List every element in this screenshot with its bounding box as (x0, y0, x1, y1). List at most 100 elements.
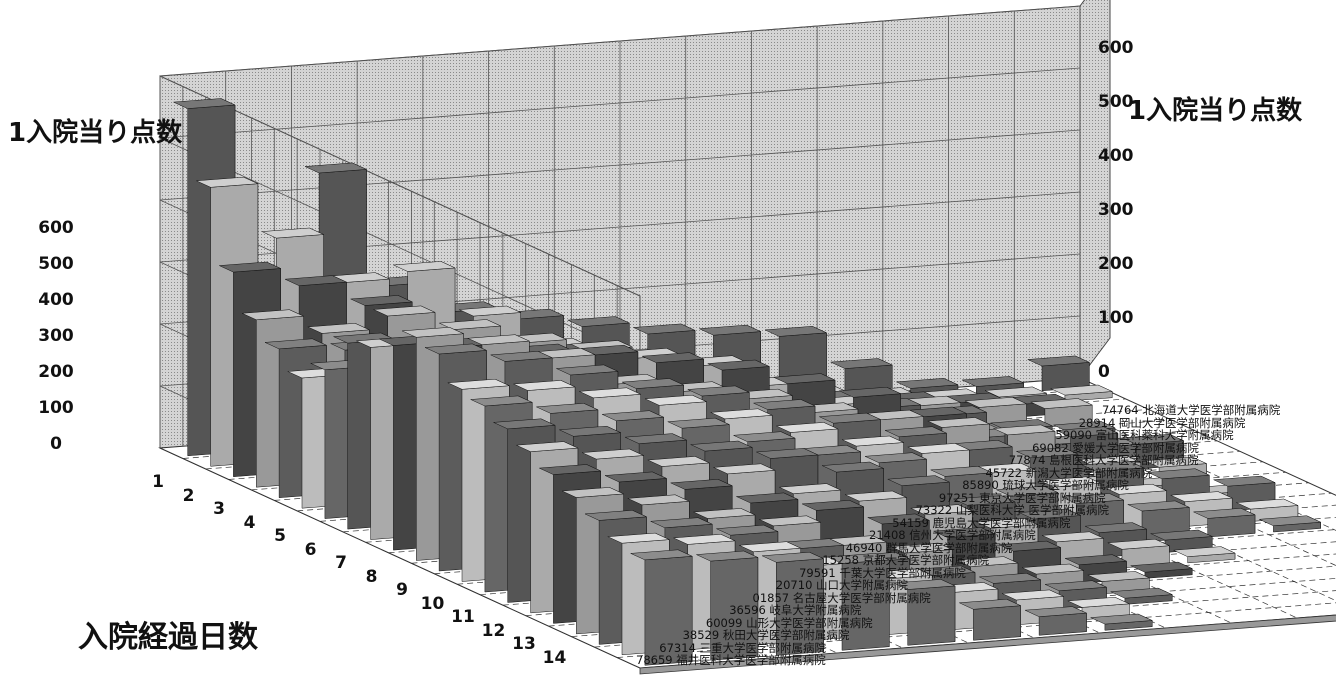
z-tick-right: 400 (1098, 146, 1134, 166)
bar-top (1170, 491, 1233, 502)
bar-top (864, 452, 927, 464)
x-tick-label: 4 (243, 512, 256, 533)
bar-top (561, 487, 624, 498)
bar-top (633, 323, 696, 335)
bar-top (710, 408, 773, 420)
bar-top (578, 387, 642, 399)
bar-top (644, 394, 707, 406)
bar-top (581, 448, 644, 460)
bar-top (698, 324, 762, 336)
bar-top (801, 500, 864, 511)
bar-top (1001, 589, 1064, 601)
bar-top (896, 378, 959, 389)
bar-top (1067, 597, 1130, 608)
z-tick-left: 0 (50, 434, 62, 454)
z-tick-right: 200 (1098, 254, 1134, 274)
bar-top (304, 162, 367, 174)
bar-top (958, 598, 1022, 610)
bar-top (307, 323, 370, 334)
bar-top (516, 441, 579, 452)
bar-top (927, 417, 990, 428)
bar-top (470, 395, 533, 407)
bar-top (1027, 355, 1090, 367)
bar-top (687, 385, 750, 397)
y-tick-label: 74764 北海道大学医学部附属病院 (1102, 403, 1281, 417)
x-tick-label: 8 (365, 566, 378, 587)
y-tick-label: 85890 琉球大学医学部附属病院 (962, 478, 1129, 492)
bar-top (627, 494, 690, 506)
bar-top (458, 305, 522, 317)
bar-top (607, 532, 670, 544)
x-tick-label: 5 (274, 526, 286, 546)
bar-top (996, 485, 1059, 497)
bar-top (1038, 476, 1102, 488)
bar-top (196, 176, 259, 188)
y-tick-label: 21408 信州大学医学部附属病院 (869, 528, 1036, 542)
z-tick-right: 500 (1098, 92, 1134, 112)
bar-top (1061, 493, 1124, 504)
chart-title-left: 1入院当り点数 (8, 118, 183, 148)
bar-top (978, 573, 1042, 584)
bar-top (261, 227, 324, 239)
bar-top (1044, 580, 1107, 592)
bar-top (733, 431, 796, 443)
y-tick-label: 97251 東京大学医学部附属病院 (938, 490, 1106, 505)
z-tick-right: 100 (1098, 308, 1134, 328)
bar-top (761, 551, 824, 563)
y-tick-label: 54159 鹿児島大学医学部附属病院 (892, 515, 1071, 530)
z-tick-right: 600 (1098, 38, 1134, 58)
bar-top (1107, 538, 1170, 550)
bar-top (1081, 461, 1144, 472)
y-tick-label: 67314 三重大学医学部附属病院 (659, 640, 827, 655)
bar-top (241, 309, 304, 321)
bar-top (1193, 508, 1256, 519)
bar-top (1030, 398, 1093, 409)
y-tick-label: 78659 福井医科大学医学部附属病院 (636, 653, 826, 667)
bar-top (976, 517, 1039, 529)
bar-top (513, 380, 576, 391)
bar-top (956, 556, 1019, 567)
bar-top (1041, 531, 1104, 543)
bar-top (838, 386, 902, 398)
bar-top (493, 418, 556, 430)
bar-top (621, 378, 684, 389)
bar-top (1127, 500, 1190, 512)
bar-top (884, 426, 947, 438)
y-tick-label: 38529 秋田大学医学部附属病院 (682, 628, 850, 642)
x-tick-label: 13 (512, 634, 536, 654)
bar-top (673, 534, 736, 545)
bar (973, 605, 1021, 641)
bar-top (696, 550, 759, 562)
bar-top (667, 417, 730, 429)
y-tick-label: 15258 京都大学医学部附属病院 (822, 553, 990, 567)
bar-top (758, 515, 822, 527)
bar-top (1147, 468, 1210, 480)
x-tick-label: 1 (152, 472, 164, 492)
z-tick-left: 500 (38, 254, 74, 274)
y-tick-label: 28914 岡山大学医学部附属病院 (1078, 415, 1246, 430)
bar-top (218, 261, 282, 273)
bar-top (567, 316, 630, 327)
x-axis-label: 入院経過日数 (78, 620, 258, 655)
bar-top (173, 98, 236, 109)
bar-top (1087, 571, 1150, 582)
z-tick-left: 100 (38, 398, 74, 418)
bar-top (844, 490, 907, 502)
bar-top (1121, 433, 1184, 445)
y-tick-label: 36596 岐阜大学附属病院 (729, 603, 862, 617)
bar (1207, 514, 1256, 538)
y-tick-label: 59090 富山医科薬科大学附属病院 (1055, 428, 1234, 442)
y-tick-label: 69082 愛媛大学医学部附属病院 (1032, 440, 1199, 455)
x-tick-label: 11 (451, 607, 475, 627)
bar-top (1213, 475, 1276, 487)
bar-top (764, 326, 827, 337)
bar-top (350, 295, 413, 306)
bar-top (773, 373, 836, 384)
bar-top (830, 358, 893, 369)
bar-top (993, 424, 1056, 436)
bar-top (1018, 508, 1082, 520)
bar (1038, 612, 1087, 636)
bar-top (736, 492, 799, 504)
bar-top (907, 443, 970, 454)
